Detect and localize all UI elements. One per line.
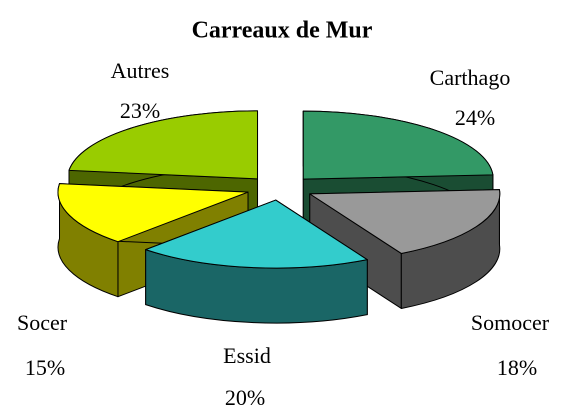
value-label: 24% [455,105,495,130]
slice-label: Autres [111,58,170,83]
slice [57,183,249,243]
slice [68,110,259,180]
value-label: 23% [120,98,160,123]
slice [145,199,368,324]
value-label: 18% [497,355,537,380]
slice-label: Socer [17,310,68,335]
slice [309,189,501,309]
value-label: 15% [25,355,65,380]
value-label: 20% [225,385,265,410]
slice-label: Somocer [471,310,550,335]
slice [302,110,494,180]
chart-title: Carreaux de Mur [192,18,373,44]
slice-label: Essid [223,343,271,368]
slice [145,199,368,269]
slice [309,189,501,254]
slice-label: Carthago [430,65,511,90]
